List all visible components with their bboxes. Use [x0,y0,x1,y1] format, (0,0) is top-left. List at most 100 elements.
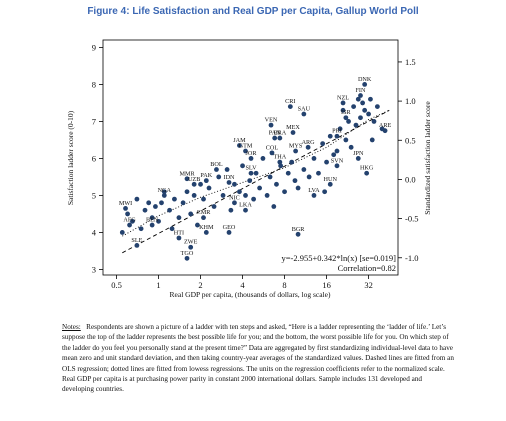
data-point [277,135,283,141]
y2-tick-label: 1.5 [405,57,416,67]
data-point [293,148,299,154]
data-point [251,196,256,202]
y-tick-label: 4 [92,227,97,237]
y2-tick-label: -0.5 [405,214,418,224]
data-point [184,176,190,182]
point-label: TGO [181,250,194,257]
data-point [134,242,140,248]
data-point [268,122,274,128]
data-point [277,159,283,165]
y2-tick-label: 0.0 [405,174,416,184]
point-label: BEN [146,217,159,224]
data-point [191,193,197,198]
point-label: NZL [337,94,349,101]
x-tick-label: 2 [198,280,202,290]
point-label: CMR [197,209,212,216]
point-label: BRA [273,130,286,137]
data-point [274,181,279,187]
point-label: SAU [298,106,311,113]
data-point [188,211,194,217]
point-label: LVA [308,187,320,194]
point-label: GTM [239,143,253,150]
point-label: PRI [332,128,342,135]
data-point [142,207,148,213]
data-point [267,174,273,180]
data-point [211,204,217,209]
data-point [134,196,140,202]
data-point [322,189,328,195]
y-tick-label: 3 [92,264,96,274]
data-point [206,185,212,191]
x-tick-label: 8 [282,280,286,290]
data-point [172,196,177,202]
data-point [191,181,197,187]
data-point [243,207,248,213]
data-point [195,222,200,228]
point-label: MWI [119,200,132,207]
data-point [243,193,248,198]
data-point [362,82,368,87]
data-point [316,170,321,176]
data-point [184,189,190,195]
y-tick-label: 6 [92,153,96,163]
data-point [260,156,266,161]
data-point [295,231,301,237]
data-point [358,115,363,121]
point-label: THA [273,154,286,161]
data-point [320,141,326,147]
point-label: AFG [123,217,136,224]
y-tick-label: 5 [92,190,96,200]
data-point [371,119,377,124]
point-label: DNK [358,76,372,83]
point-label: VEN [265,117,278,124]
point-label: ARG [302,139,316,146]
data-point [253,170,259,176]
data-point [327,181,333,187]
data-point [159,200,164,206]
data-point [295,185,301,191]
point-label: IDN [224,174,236,181]
data-point [203,230,209,235]
data-point [324,159,329,165]
data-point [248,156,254,161]
data-point [226,230,232,235]
point-label: UZB [188,176,200,183]
data-point [169,226,175,232]
data-point [264,193,270,198]
y-axis-left: 3 4 5 6 7 8 9 [92,42,103,274]
data-point [216,174,222,180]
x-tick-label: 16 [322,280,331,290]
point-label: MYS [289,143,303,150]
data-point [243,148,248,154]
data-point [290,130,296,135]
point-label: NIC [229,194,240,201]
data-point [237,189,242,195]
data-point [125,211,130,217]
y-axis-right: -1.0 -0.5 0.0 0.5 1.0 1.5 [398,57,418,263]
data-point [382,128,388,134]
point-label: MMR [179,170,195,177]
point-label: KHM [199,224,214,231]
point-label: COL [266,144,279,151]
data-point [161,193,167,198]
data-point [153,204,158,209]
data-point [220,193,226,198]
point-label: BGR [292,226,306,233]
x-tick-label: 4 [240,280,245,290]
y-tick-label: 8 [92,79,96,89]
point-label: PAN [269,130,281,137]
data-point [201,196,206,202]
point-label: SVN [331,157,344,164]
data-point [355,156,361,161]
x-tick-label: 32 [364,280,373,290]
data-point [340,107,346,113]
data-point [198,181,203,187]
data-point [184,255,190,261]
data-point [237,143,242,148]
point-label: SLE [131,237,142,244]
point-label: ARE [379,122,392,129]
data-point [232,200,237,206]
data-point [351,104,357,110]
point-label: GEO [223,224,236,231]
